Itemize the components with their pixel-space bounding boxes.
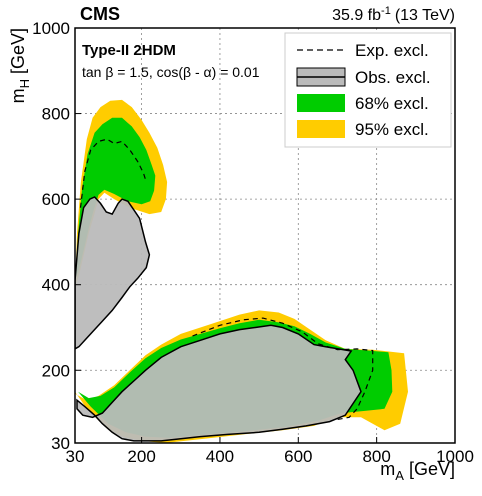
legend-observed-label: Obs. excl. (355, 68, 431, 87)
x-tick-label: 1000 (436, 447, 474, 466)
model-label: Type-II 2HDM (82, 42, 176, 59)
legend-68-swatch (297, 94, 345, 112)
axis-ticks: 30 200 400 600 800 1000 30 200 400 600 800 1000 (32, 19, 474, 466)
lower-expected-line (192, 317, 374, 421)
luminosity-label: 35.9 fb-1 (13 TeV) (332, 5, 455, 24)
x-tick-label: 30 (66, 447, 85, 466)
experiment-label: CMS (80, 4, 120, 24)
lower-observed-region (76, 324, 362, 442)
y-tick-label: 800 (42, 105, 70, 124)
exclusion-regions (75, 99, 408, 443)
y-tick-label: 400 (42, 276, 70, 295)
legend-expected-label: Exp. excl. (355, 41, 429, 60)
legend-95-label: 95% excl. (355, 120, 429, 139)
x-tick-label: 800 (362, 447, 390, 466)
legend: Exp. excl. Obs. excl. 68% excl. 95% excl… (284, 32, 452, 148)
y-tick-label: 1000 (32, 19, 70, 38)
x-tick-label: 400 (206, 447, 234, 466)
upper-observed-region (75, 196, 151, 350)
x-tick-label: 200 (127, 447, 155, 466)
x-axis-title: mA [GeV] (380, 459, 455, 483)
y-tick-label: 30 (51, 434, 70, 453)
parameters-label: tan β = 1.5, cos(β - α) = 0.01 (82, 64, 260, 80)
legend-95-swatch (297, 120, 345, 138)
y-tick-label: 200 (42, 361, 70, 380)
upper-68-band (75, 117, 156, 285)
y-tick-label: 600 (42, 190, 70, 209)
legend-68-label: 68% excl. (355, 94, 429, 113)
y-axis-title: mH [GeV] (8, 28, 32, 103)
x-tick-label: 600 (284, 447, 312, 466)
plot-frame (74, 27, 456, 444)
